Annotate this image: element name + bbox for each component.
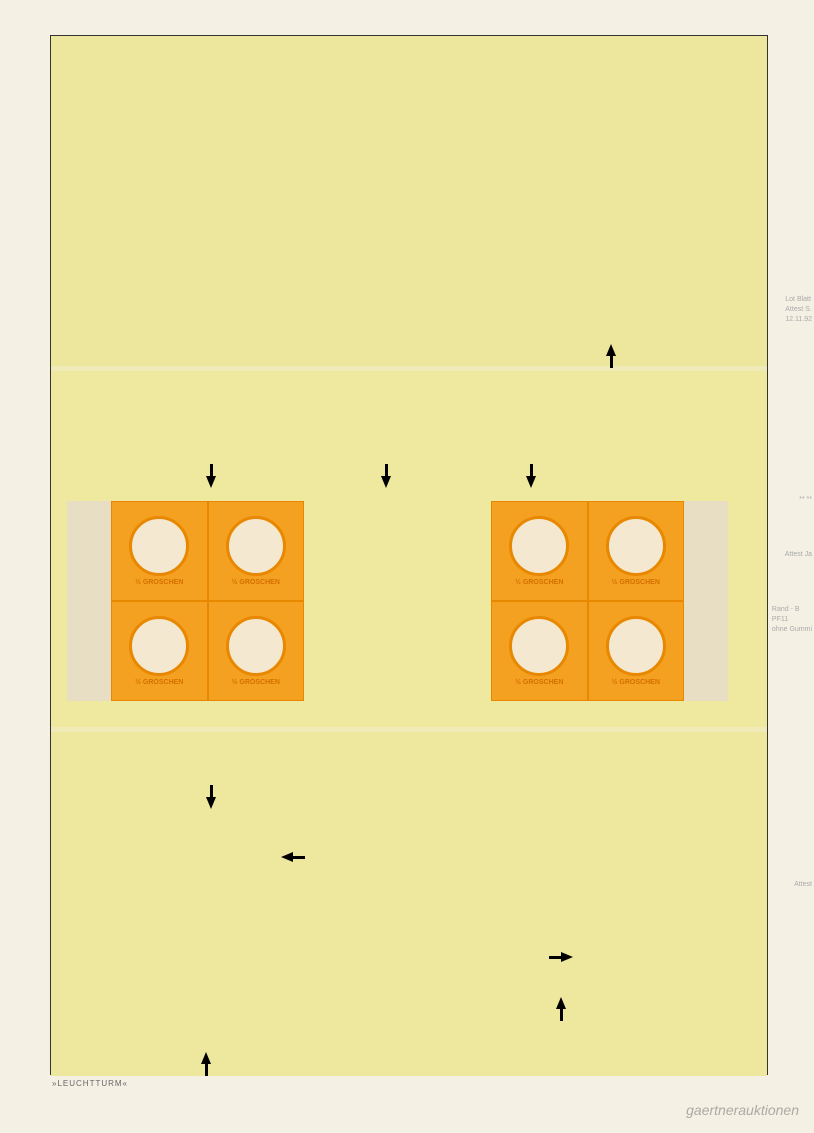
stamp-medallion bbox=[129, 616, 189, 676]
arrow-indicator bbox=[556, 997, 566, 1009]
stamp: ½ GROSCHEN bbox=[491, 601, 588, 701]
margin-note: ** ** bbox=[799, 495, 812, 505]
stamp-medallion bbox=[606, 616, 666, 676]
stamp-medallion bbox=[129, 516, 189, 576]
arrow-indicator bbox=[206, 797, 216, 809]
stamp: ½ GROSCHEN bbox=[588, 601, 685, 701]
arrow-indicator bbox=[281, 852, 293, 862]
watermark: gaertnerauktionen bbox=[686, 1102, 799, 1118]
stamp-denomination: ½ GROSCHEN bbox=[135, 679, 183, 686]
stamp: ½ GROSCHEN bbox=[208, 601, 305, 701]
margin-note: Attest bbox=[794, 880, 812, 890]
section-bottom bbox=[51, 732, 767, 1076]
stamp-denomination: ½ GROSCHEN bbox=[612, 679, 660, 686]
stamp-medallion bbox=[226, 616, 286, 676]
stamp-denomination: ½ GROSCHEN bbox=[612, 579, 660, 586]
stamp-denomination: ½ GROSCHEN bbox=[232, 679, 280, 686]
stamp: ½ GROSCHEN bbox=[111, 601, 208, 701]
stamp-medallion bbox=[509, 516, 569, 576]
stamp-medallion bbox=[606, 516, 666, 576]
stamp-denomination: ½ GROSCHEN bbox=[232, 579, 280, 586]
section-middle: ½ GROSCHEN ½ GROSCHEN ½ GROSCHEN ½ GROSC… bbox=[51, 371, 767, 727]
stamp: ½ GROSCHEN bbox=[491, 501, 588, 601]
arrow-indicator bbox=[201, 1052, 211, 1064]
stamp: ½ GROSCHEN bbox=[111, 501, 208, 601]
stamp-block-left: ½ GROSCHEN ½ GROSCHEN ½ GROSCHEN ½ GROSC… bbox=[111, 501, 304, 701]
selvage-left bbox=[67, 501, 111, 701]
arrow-indicator bbox=[606, 344, 616, 356]
stamp-medallion bbox=[509, 616, 569, 676]
margin-note: Attest Ja bbox=[785, 550, 812, 560]
arrow-indicator bbox=[561, 952, 573, 962]
section-top bbox=[51, 36, 767, 366]
arrow-indicator bbox=[526, 476, 536, 488]
stamp-block-right: ½ GROSCHEN ½ GROSCHEN ½ GROSCHEN ½ GROSC… bbox=[491, 501, 684, 701]
margin-note: Rand - B PF11 ohne Gummi bbox=[772, 605, 812, 634]
margin-note: Lot Blatt Attest S. 12.11.92 bbox=[785, 295, 812, 324]
stamp-denomination: ½ GROSCHEN bbox=[135, 579, 183, 586]
stamp: ½ GROSCHEN bbox=[588, 501, 685, 601]
stamp-denomination: ½ GROSCHEN bbox=[515, 579, 563, 586]
stamp-denomination: ½ GROSCHEN bbox=[515, 679, 563, 686]
arrow-indicator bbox=[381, 476, 391, 488]
album-page-frame: ½ GROSCHEN ½ GROSCHEN ½ GROSCHEN ½ GROSC… bbox=[50, 35, 768, 1075]
selvage-right bbox=[684, 501, 728, 701]
stamp-medallion bbox=[226, 516, 286, 576]
arrow-indicator bbox=[206, 476, 216, 488]
album-brand-label: »LEUCHTTURM« bbox=[52, 1079, 128, 1088]
stamp: ½ GROSCHEN bbox=[208, 501, 305, 601]
